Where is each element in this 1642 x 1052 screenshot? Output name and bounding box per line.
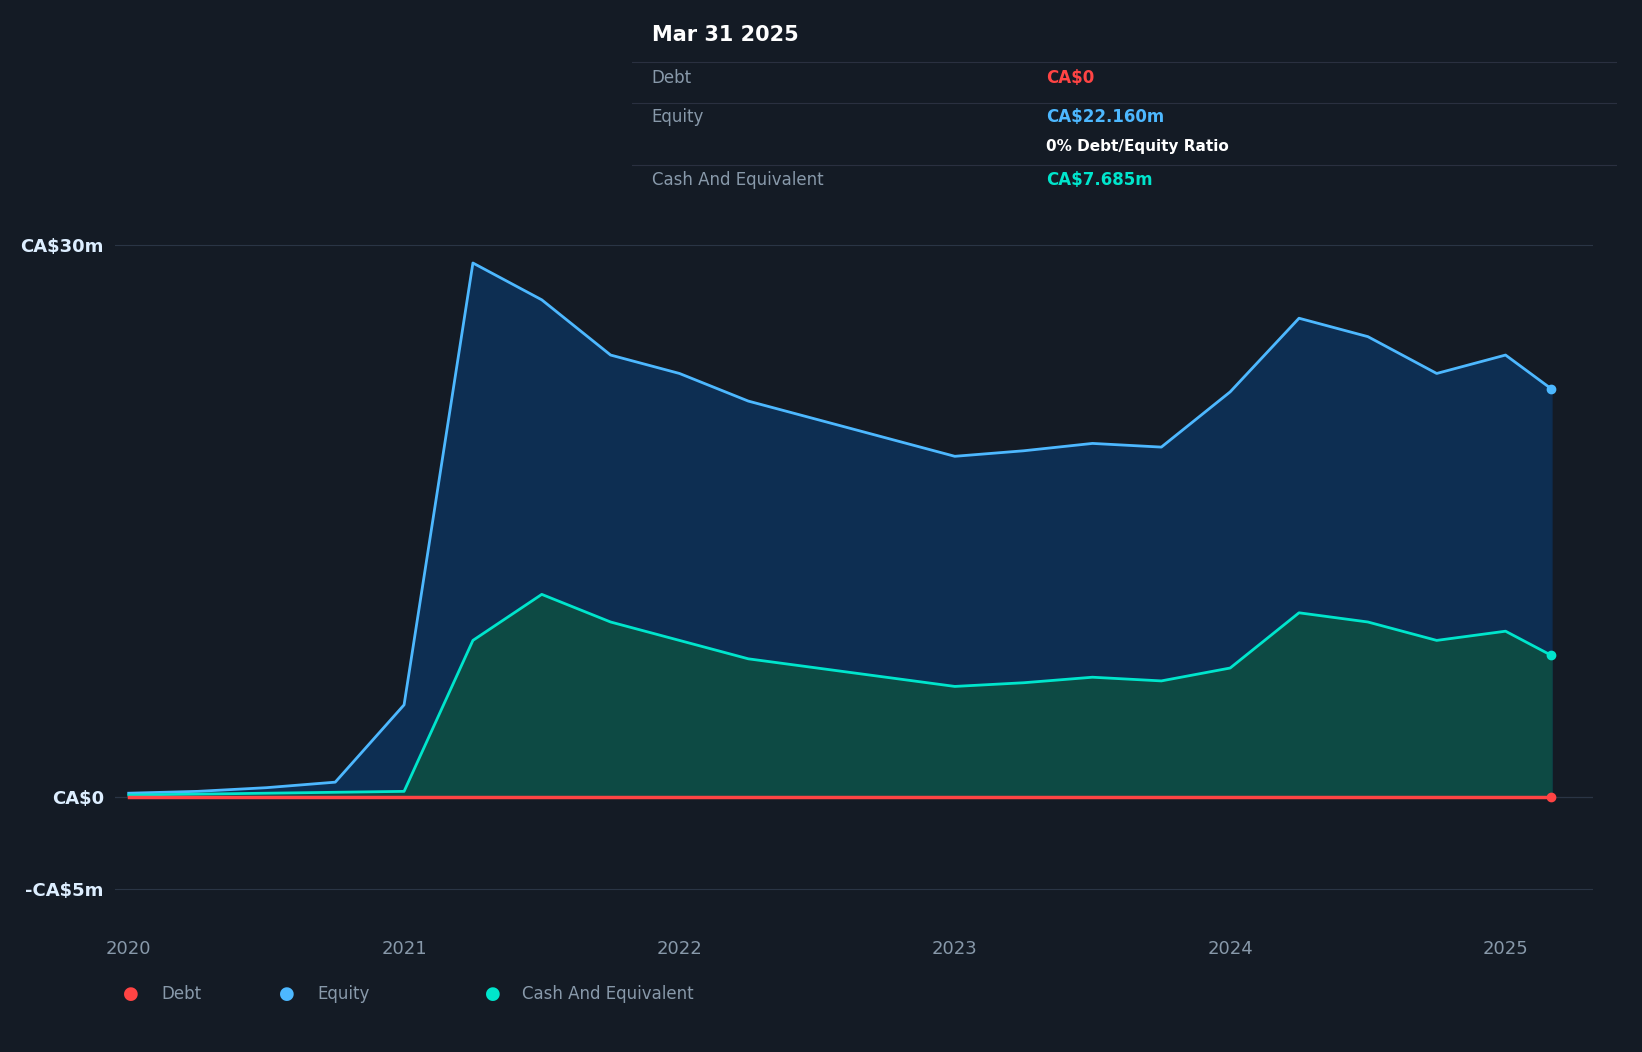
Text: CA$22.160m: CA$22.160m bbox=[1046, 108, 1164, 126]
Text: Cash And Equivalent: Cash And Equivalent bbox=[652, 170, 824, 188]
Text: CA$7.685m: CA$7.685m bbox=[1046, 170, 1153, 188]
Text: CA$0: CA$0 bbox=[1046, 69, 1094, 87]
Text: Cash And Equivalent: Cash And Equivalent bbox=[522, 985, 695, 1004]
Text: Mar 31 2025: Mar 31 2025 bbox=[652, 25, 798, 45]
Text: Equity: Equity bbox=[317, 985, 369, 1004]
Text: ●: ● bbox=[123, 985, 140, 1004]
Text: Debt: Debt bbox=[161, 985, 200, 1004]
Text: Equity: Equity bbox=[652, 108, 704, 126]
Text: 0% Debt/Equity Ratio: 0% Debt/Equity Ratio bbox=[1046, 139, 1228, 155]
Text: Debt: Debt bbox=[652, 69, 691, 87]
Text: ●: ● bbox=[279, 985, 296, 1004]
Text: ●: ● bbox=[484, 985, 501, 1004]
